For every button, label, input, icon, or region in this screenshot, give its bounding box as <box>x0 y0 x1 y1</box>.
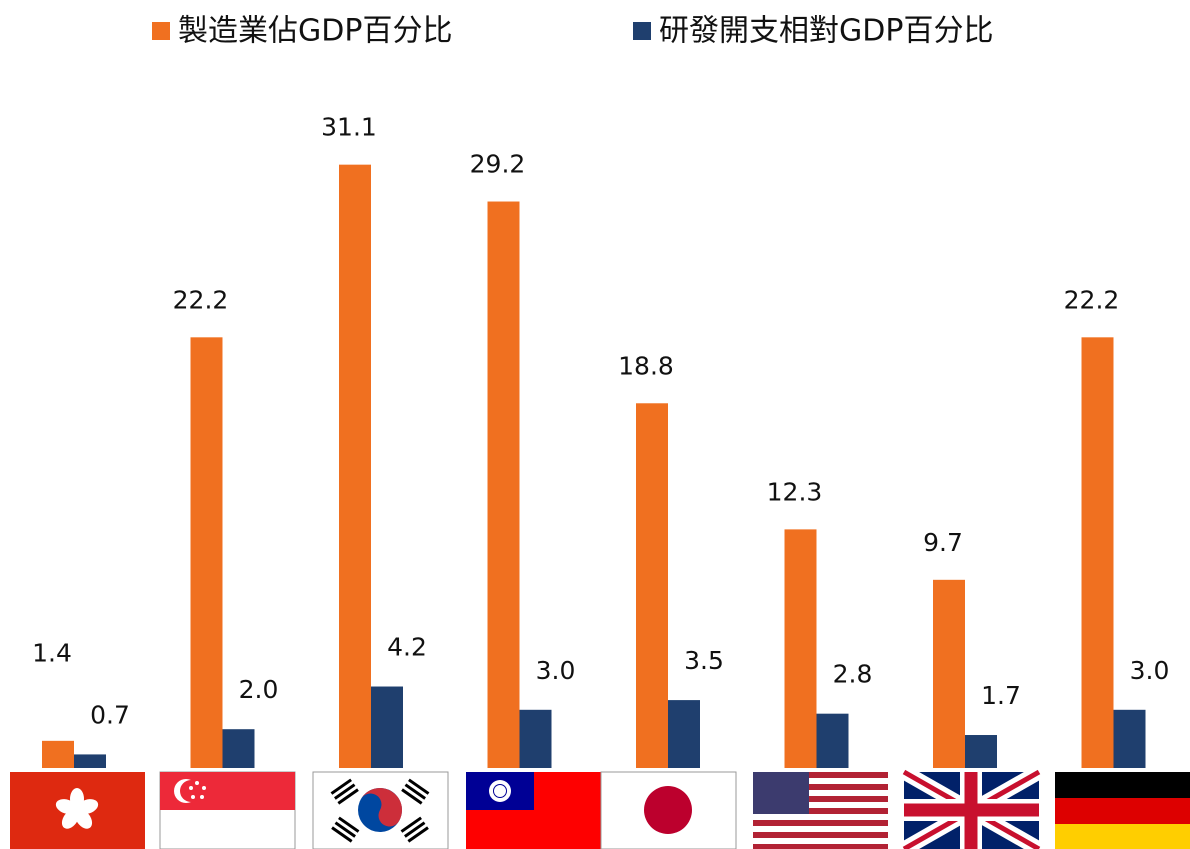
flags <box>10 765 1190 849</box>
flag-sg <box>159 771 296 849</box>
bar <box>519 709 552 768</box>
data-label: 2.0 <box>239 675 279 704</box>
bar <box>784 529 817 768</box>
bar <box>636 403 668 768</box>
bar <box>933 579 965 768</box>
data-label: 3.0 <box>536 656 576 685</box>
flag-uk <box>900 765 1043 849</box>
bar <box>190 337 223 768</box>
data-label: 31.1 <box>321 113 377 142</box>
data-label: 12.3 <box>767 477 823 506</box>
bar <box>816 713 849 768</box>
legend-label: 研發開支相對GDP百分比 <box>659 14 993 49</box>
bar <box>371 686 403 768</box>
data-label: 2.8 <box>833 660 873 689</box>
flag-de <box>1055 772 1190 849</box>
bar <box>42 740 74 768</box>
data-label: 3.5 <box>684 646 724 675</box>
bar <box>339 164 371 768</box>
bar <box>965 735 997 768</box>
legend-swatch-1 <box>633 22 651 40</box>
legend-swatch-0 <box>152 22 170 40</box>
bar <box>222 729 255 768</box>
bar <box>74 754 106 768</box>
flag-kr <box>312 771 449 849</box>
flag-tw <box>466 772 601 849</box>
flag-hk <box>10 772 145 849</box>
flag-jp <box>600 771 737 849</box>
data-label: 18.8 <box>618 351 674 380</box>
bar <box>1113 709 1146 768</box>
data-label: 22.2 <box>173 285 229 314</box>
data-label: 9.7 <box>923 528 963 557</box>
data-label: 29.2 <box>470 150 526 179</box>
data-label: 1.4 <box>32 638 72 667</box>
bar <box>1081 337 1114 768</box>
bar <box>668 700 700 768</box>
legend-label: 製造業佔GDP百分比 <box>178 14 452 49</box>
data-label: 22.2 <box>1064 285 1120 314</box>
data-label: 3.0 <box>1130 656 1170 685</box>
flag-us <box>753 772 888 849</box>
data-label: 0.7 <box>90 700 130 729</box>
data-label: 4.2 <box>387 633 427 662</box>
bar <box>487 201 520 768</box>
data-label: 1.7 <box>981 681 1021 710</box>
